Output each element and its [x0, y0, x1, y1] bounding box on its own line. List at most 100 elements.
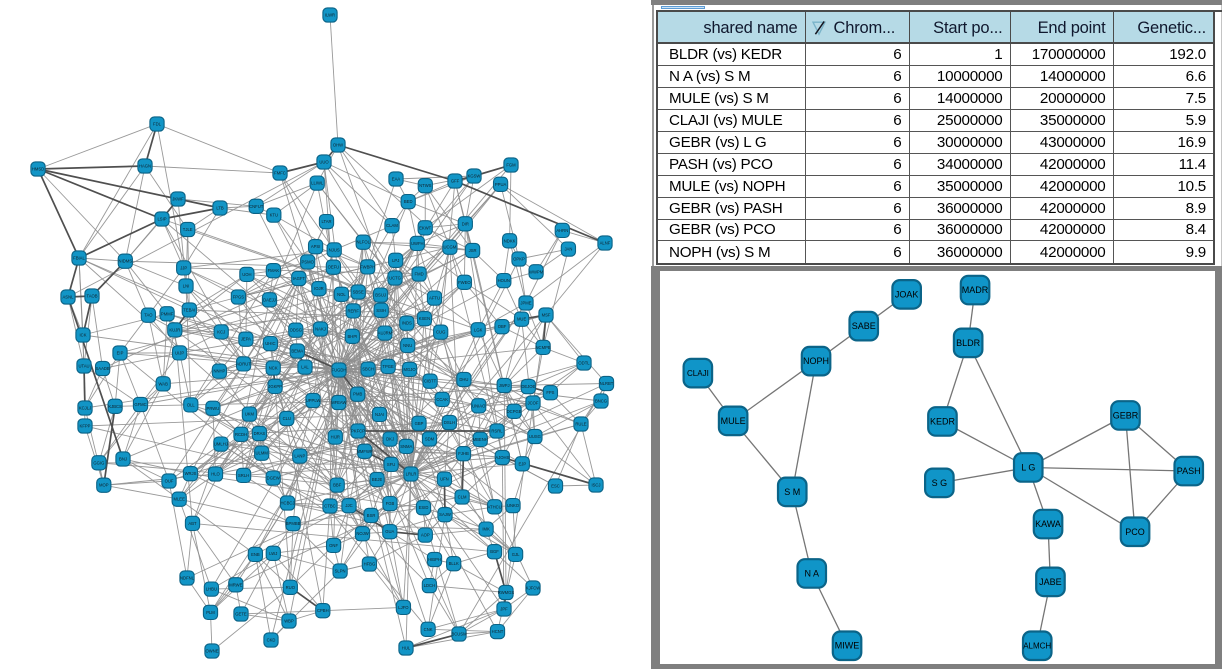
svg-text:WBP: WBP	[284, 619, 294, 624]
svg-text:NNU: NNU	[403, 343, 412, 348]
svg-text:UUSG: UUSG	[529, 434, 541, 439]
svg-text:CIBTT: CIBTT	[424, 379, 437, 384]
svg-text:CKD: CKD	[267, 638, 276, 643]
svg-text:KJFCW: KJFCW	[526, 586, 540, 591]
svg-text:LHBU: LHBU	[206, 587, 217, 592]
svg-text:EJP: EJP	[518, 461, 526, 466]
svg-text:PMB: PMB	[353, 392, 362, 397]
svg-text:ALMCH: ALMCH	[1023, 642, 1051, 651]
svg-text:FGM: FGM	[506, 163, 516, 168]
svg-text:KCJ: KCJ	[217, 329, 225, 334]
svg-text:NIDMS: NIDMS	[119, 259, 133, 264]
svg-text:KCJLJ: KCJLJ	[79, 406, 91, 411]
svg-text:PRWU: PRWU	[207, 406, 220, 411]
svg-text:BNCG: BNCG	[595, 399, 607, 404]
svg-text:PSMO: PSMO	[302, 259, 315, 264]
svg-text:JKWF: JKWF	[172, 197, 184, 202]
svg-text:N A: N A	[805, 569, 820, 579]
svg-text:INDS: INDS	[402, 321, 412, 326]
svg-text:MLEE: MLEE	[173, 497, 185, 502]
svg-text:OEFU: OEFU	[328, 265, 340, 270]
svg-text:SDM: SDM	[425, 437, 435, 442]
svg-text:UOH: UOH	[242, 272, 251, 277]
svg-text:UTAU: UTAU	[78, 364, 89, 369]
svg-text:UHIC: UHIC	[265, 341, 275, 346]
svg-text:PKFCP: PKFCP	[351, 429, 365, 434]
svg-text:LNI: LNI	[183, 284, 190, 289]
svg-text:SNMA: SNMA	[400, 444, 412, 449]
svg-text:CNK: CNK	[424, 627, 433, 632]
svg-text:AHRN: AHRN	[556, 228, 568, 233]
svg-text:BED: BED	[404, 199, 413, 204]
svg-text:LSIP: LSIP	[157, 217, 166, 222]
svg-text:ICK: ICK	[80, 333, 87, 338]
svg-text:PASH: PASH	[1177, 466, 1201, 476]
svg-text:NAKJ: NAKJ	[315, 327, 326, 332]
svg-text:FWEO: FWEO	[458, 280, 471, 285]
svg-text:IMK: IMK	[482, 527, 490, 532]
svg-text:JPME: JPME	[520, 301, 531, 306]
svg-text:AFTU: AFTU	[429, 296, 440, 301]
svg-text:JGKPP: JGKPP	[268, 384, 282, 389]
svg-text:OLL: OLL	[187, 402, 196, 407]
svg-text:CLU: CLU	[283, 416, 291, 421]
svg-text:DKJ: DKJ	[386, 437, 394, 442]
svg-text:GBP: GBP	[415, 421, 424, 426]
svg-text:NLFOL: NLFOL	[356, 240, 370, 245]
svg-text:UMLHJ: UMLHJ	[214, 442, 228, 447]
svg-text:RWMGS: RWMGS	[498, 590, 515, 595]
svg-text:NLRBT: NLRBT	[600, 381, 614, 386]
svg-text:HIBPH: HIBPH	[428, 557, 441, 562]
svg-text:BHPI: BHPI	[348, 334, 358, 339]
svg-text:PPUA: PPUA	[495, 182, 507, 187]
svg-text:TAOB: TAOB	[86, 294, 97, 299]
svg-text:FPS: FPS	[546, 390, 554, 395]
svg-text:NOPH: NOPH	[803, 356, 829, 366]
svg-text:BNJ: BNJ	[119, 457, 127, 462]
svg-text:TJLE: TJLE	[183, 227, 193, 232]
svg-text:HCNT: HCNT	[492, 629, 504, 634]
svg-text:BEMA: BEMA	[291, 349, 303, 354]
svg-text:NDFNL: NDFNL	[180, 576, 195, 581]
svg-text:CLAJI: CLAJI	[687, 369, 709, 378]
svg-text:JEPA: JEPA	[241, 337, 251, 342]
svg-text:UKM: UKM	[245, 412, 255, 417]
svg-text:S G: S G	[932, 478, 948, 488]
svg-text:HOUN: HOUN	[498, 278, 510, 283]
svg-text:LAL: LAL	[301, 365, 309, 370]
svg-text:SRLH: SRLH	[238, 473, 249, 478]
svg-text:GFF: GFF	[451, 179, 460, 184]
svg-text:NTWS: NTWS	[419, 183, 432, 188]
svg-text:JWPJ: JWPJ	[499, 383, 510, 388]
svg-text:WAB: WAB	[159, 381, 169, 386]
svg-text:FWBPH: FWBPH	[360, 264, 375, 269]
svg-text:MBENH: MBENH	[473, 437, 488, 442]
svg-text:UNIAO: UNIAO	[472, 403, 486, 408]
svg-text:ISCJ: ISCJ	[591, 483, 600, 488]
svg-text:SLPN: SLPN	[335, 569, 346, 574]
svg-text:TEBAI: TEBAI	[183, 308, 195, 313]
svg-text:PLM: PLM	[206, 610, 215, 615]
svg-text:SABE: SABE	[852, 321, 876, 331]
svg-text:MIWE: MIWE	[835, 641, 860, 651]
svg-text:DIR: DIR	[462, 221, 469, 226]
svg-text:FPGS: FPGS	[233, 295, 245, 300]
svg-text:CNFUT: CNFUT	[249, 204, 264, 209]
svg-text:CLAM: CLAM	[386, 223, 398, 228]
svg-text:PMMF: PMMF	[161, 311, 174, 316]
svg-text:IOJR: IOJR	[314, 286, 324, 291]
svg-text:BBF: BBF	[333, 483, 342, 488]
svg-text:MMFWR: MMFWR	[356, 449, 373, 454]
svg-text:RERF: RERF	[347, 308, 359, 313]
svg-text:SBCH: SBCH	[362, 367, 374, 372]
svg-text:FJHB: FJHB	[458, 451, 469, 456]
svg-text:FMAK: FMAK	[268, 268, 280, 273]
svg-text:DGEW: DGEW	[267, 476, 280, 481]
svg-text:DSLH: DSLH	[444, 420, 455, 425]
svg-text:KUJR: KUJR	[169, 327, 180, 332]
svg-text:SAADB: SAADB	[95, 366, 109, 371]
svg-text:APSI: APSI	[311, 244, 321, 249]
svg-text:LRLR: LRLR	[406, 472, 417, 477]
svg-text:HAGN: HAGN	[139, 164, 151, 169]
svg-text:IAGFT: IAGFT	[293, 276, 306, 281]
